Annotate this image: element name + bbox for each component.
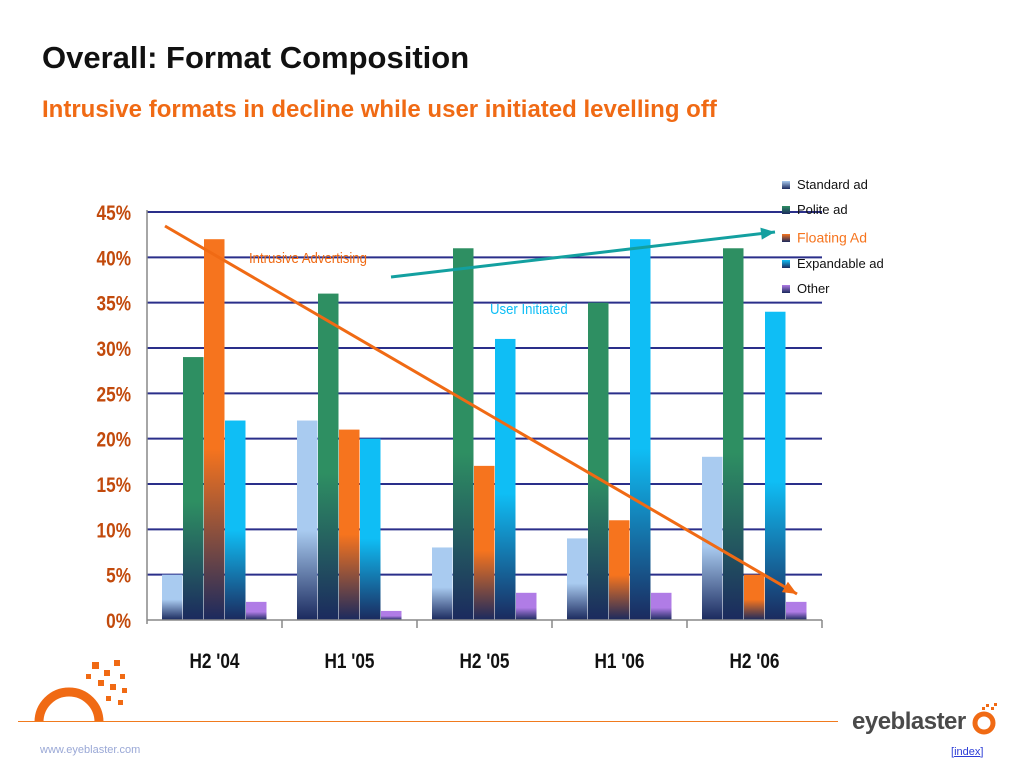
legend-item: Floating Ad [782,229,868,246]
slide-subtitle: Intrusive formats in decline while user … [42,96,717,123]
bar [246,601,267,620]
bar [651,592,672,620]
bar [702,456,723,620]
legend-item: Standard ad [782,176,868,192]
y-tick-label: 40% [97,248,131,271]
x-tick-label: H2 '04 [189,651,239,674]
legend-label: Other [797,281,830,297]
bar [360,438,381,620]
bar [339,429,360,620]
annotation-label: Intrusive Advertising [249,249,367,266]
bar [723,248,744,620]
y-tick-label: 35% [97,293,131,316]
eyeblaster-logo: eyeblaster [852,700,1002,740]
bar [297,420,318,620]
y-tick-label: 10% [97,520,131,543]
bar [609,520,630,620]
bar [474,465,495,620]
bar [204,239,225,620]
index-link-label[interactable]: index [954,746,981,758]
legend-label: Standard ad [797,177,868,193]
bar [183,357,204,620]
legend-item: Polite ad [782,201,848,217]
bar [786,601,807,620]
bar [381,610,402,620]
bar [588,302,609,620]
bar [432,547,453,620]
legend-item: Expandable ad [782,255,884,271]
intrusive-trend-arrow [164,224,798,596]
bar [744,574,765,620]
bar [453,248,474,620]
legend-item: Other [782,280,830,296]
footer-divider [18,721,838,722]
legend-swatch [782,180,790,189]
legend-label: Floating Ad [797,229,868,246]
y-tick-label: 5% [106,565,131,588]
bar [630,239,651,620]
x-tick-label: H1 '05 [324,651,374,674]
y-tick-label: 25% [97,384,131,407]
logo-text: eyeblaster [852,708,966,735]
legend-label: Expandable ad [797,256,884,272]
user-initiated-trend-arrow [390,227,776,279]
y-tick-label: 0% [106,611,131,634]
bar [516,592,537,620]
y-tick-label: 45% [97,203,131,226]
bar [225,420,246,620]
x-tick-label: H2 '05 [459,651,509,674]
y-tick-label: 15% [97,475,131,498]
legend-swatch [782,284,790,293]
bar [318,293,339,620]
annotation-label: User Initiated [490,300,568,317]
bar [162,574,183,620]
logo-ring-icon [972,703,997,735]
y-tick-label: 30% [97,339,131,362]
slide-title: Overall: Format Composition [42,40,470,75]
legend-swatch [782,233,790,242]
x-tick-label: H2 '06 [729,651,779,674]
legend-swatch [782,259,790,268]
bar [495,338,516,620]
x-tick-label: H1 '06 [594,651,644,674]
legend-swatch [782,205,790,214]
y-tick-label: 20% [97,429,131,452]
bar [567,538,588,620]
footer-url[interactable]: www.eyeblaster.com [40,744,141,756]
bar [765,311,786,620]
legend-label: Polite ad [797,202,848,218]
index-link[interactable]: [index] [951,746,984,758]
format-composition-chart: 0% 5% 10% 15% 20% 25% 30% 35% 40% 45% H2 '04 H1 '05… [97,203,823,674]
sunburst-logo-icon [34,660,127,723]
